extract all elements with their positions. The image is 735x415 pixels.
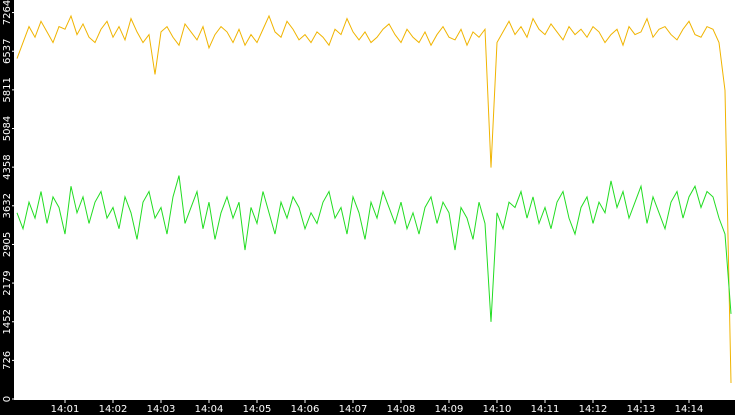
x-tick-label: 14:06 <box>291 404 320 415</box>
x-tick-label: 14:05 <box>243 404 272 415</box>
x-tick-label: 14:02 <box>99 404 128 415</box>
y-tick-label: 6537 <box>2 39 13 64</box>
y-tick-label: 7264 <box>2 0 13 25</box>
x-tick-label: 14:08 <box>387 404 416 415</box>
y-tick-label: 5811 <box>2 77 13 102</box>
x-axis-strip <box>0 400 735 415</box>
x-tick-label: 14:10 <box>483 404 512 415</box>
y-tick-label: 4358 <box>2 154 13 179</box>
x-tick-label: 14:12 <box>579 404 608 415</box>
x-tick-label: 14:13 <box>627 404 656 415</box>
y-axis-strip <box>0 0 14 415</box>
line-series <box>16 14 732 384</box>
x-tick-label: 14:03 <box>147 404 176 415</box>
y-tick-label: 5084 <box>2 116 13 141</box>
x-tick-label: 14:14 <box>675 404 704 415</box>
x-tick-label: 14:01 <box>51 404 80 415</box>
x-tick-label: 14:04 <box>195 404 224 415</box>
y-tick-label: 0 <box>2 396 13 402</box>
y-tick-label: 726 <box>2 351 13 370</box>
y-tick-label: 1452 <box>2 309 13 334</box>
y-tick-label: 3632 <box>2 193 13 218</box>
y-tick-label: 2905 <box>2 232 13 257</box>
line-series <box>16 175 732 322</box>
x-tick-label: 14:09 <box>435 404 464 415</box>
y-tick-label: 2179 <box>2 270 13 295</box>
x-tick-label: 14:11 <box>531 404 560 415</box>
x-tick-label: 14:07 <box>339 404 368 415</box>
